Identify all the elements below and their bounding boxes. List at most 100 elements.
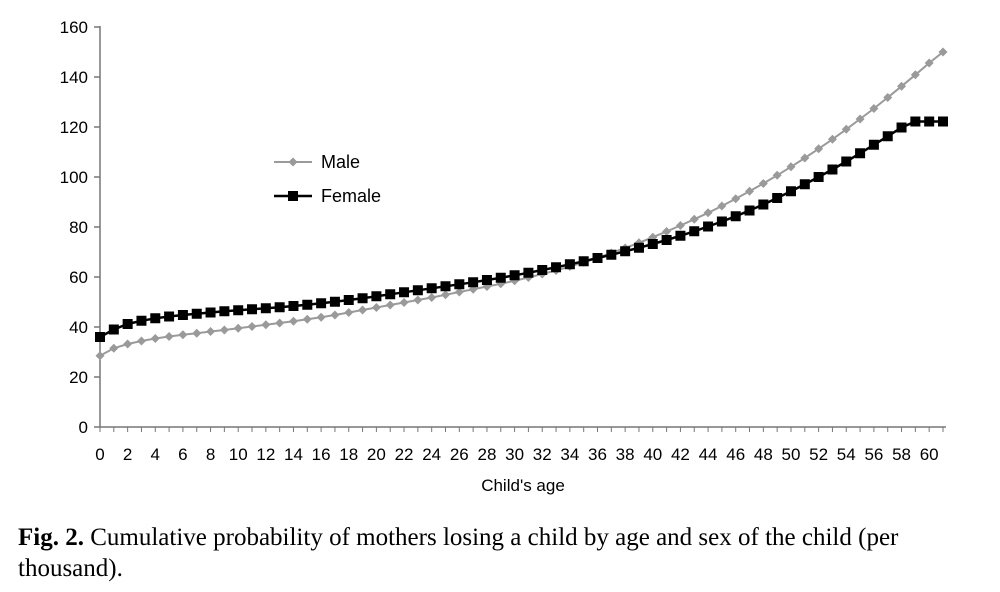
male-data-point xyxy=(192,328,202,338)
male-data-point xyxy=(869,104,879,113)
male-data-point xyxy=(897,81,907,91)
male-data-point xyxy=(413,295,423,305)
male-data-point xyxy=(233,323,243,333)
female-data-point xyxy=(371,291,382,302)
female-data-point xyxy=(191,308,202,319)
male-data-point xyxy=(883,93,893,102)
legend-male-label: Male xyxy=(321,152,360,172)
female-data-point xyxy=(468,277,479,288)
female-data-point xyxy=(716,216,727,227)
male-data-point xyxy=(924,58,934,68)
female-data-point xyxy=(896,122,907,133)
female-data-point xyxy=(744,205,755,216)
female-data-point xyxy=(813,172,824,182)
male-data-point xyxy=(440,290,450,300)
x-tick-label: 58 xyxy=(892,445,911,464)
female-data-point xyxy=(938,116,948,127)
female-data-point xyxy=(233,305,244,316)
male-data-point xyxy=(717,201,727,211)
male-data-point xyxy=(344,308,354,317)
female-data-point xyxy=(164,311,175,322)
female-data-point xyxy=(440,281,451,292)
female-data-point xyxy=(620,246,631,257)
female-data-point xyxy=(108,324,119,335)
female-data-point xyxy=(523,267,534,278)
caption-label: Fig. 2. xyxy=(18,524,84,551)
male-data-point xyxy=(178,330,188,340)
female-data-point xyxy=(343,295,354,305)
y-axis-ticks: 0 20 40 60 80 100 120 140 160 xyxy=(60,18,100,437)
male-data-point xyxy=(95,351,105,361)
x-tick-label: 0 xyxy=(95,445,104,464)
x-tick-label: 24 xyxy=(422,445,441,464)
x-tick-label: 8 xyxy=(206,445,215,464)
female-data-point xyxy=(481,275,492,285)
male-data-point xyxy=(758,179,768,188)
female-data-point xyxy=(509,270,520,281)
male-data-point xyxy=(454,287,464,297)
male-data-point xyxy=(330,310,340,320)
female-data-point xyxy=(316,298,327,309)
x-tick-label: 42 xyxy=(671,445,690,464)
female-data-point xyxy=(730,211,741,222)
y-tick-label: 120 xyxy=(60,118,88,137)
female-data-point xyxy=(205,307,216,318)
female-data-point xyxy=(799,179,810,190)
male-data-point xyxy=(800,153,810,163)
y-tick-label: 100 xyxy=(60,168,88,187)
male-data-point xyxy=(910,70,920,80)
legend-female-label: Female xyxy=(321,186,381,206)
x-tick-label: 60 xyxy=(920,445,939,464)
x-axis-ticks: 0 2 4 6 8 10 12 14 16 18 20 22 24 26 28 30 32 34 36 38 40 42 4… xyxy=(95,427,944,464)
female-data-point xyxy=(841,156,852,167)
male-data-point xyxy=(302,314,312,324)
female-data-point xyxy=(260,303,271,314)
female-data-point xyxy=(399,287,410,298)
female-data-point xyxy=(647,239,658,249)
female-data-point xyxy=(606,249,617,260)
male-data-point xyxy=(841,124,851,134)
x-tick-label: 20 xyxy=(367,445,386,464)
female-data-point xyxy=(882,131,893,142)
female-data-point xyxy=(703,221,714,232)
y-tick-label: 20 xyxy=(69,368,88,387)
female-data-point xyxy=(274,302,285,313)
female-data-point xyxy=(288,301,299,311)
male-data-point xyxy=(703,208,713,218)
y-tick-label: 160 xyxy=(60,18,88,37)
male-data-point xyxy=(219,325,229,335)
female-data-point xyxy=(122,319,133,329)
female-data-point xyxy=(689,226,700,237)
male-data-point xyxy=(855,114,865,124)
legend: Male Female xyxy=(274,152,381,206)
male-data-point xyxy=(150,334,160,343)
male-data-point xyxy=(772,170,782,180)
female-data-point xyxy=(537,265,548,275)
female-data-point xyxy=(219,306,230,317)
female-data-point xyxy=(827,164,838,175)
female-data-point xyxy=(426,283,437,294)
x-tick-label: 28 xyxy=(477,445,496,464)
female-data-point xyxy=(357,293,368,304)
male-data-point xyxy=(689,214,699,224)
male-data-point xyxy=(814,144,824,154)
x-tick-label: 32 xyxy=(533,445,552,464)
female-data-point xyxy=(495,272,506,283)
series-layer xyxy=(95,47,948,361)
x-axis-title: Child's age xyxy=(481,476,565,495)
female-data-point xyxy=(329,296,340,307)
female-data-point xyxy=(910,116,921,127)
y-tick-label: 0 xyxy=(79,418,88,437)
x-tick-label: 4 xyxy=(151,445,160,464)
x-tick-label: 16 xyxy=(312,445,331,464)
x-tick-label: 56 xyxy=(864,445,883,464)
y-tick-label: 60 xyxy=(69,268,88,287)
x-tick-label: 46 xyxy=(726,445,745,464)
x-tick-label: 50 xyxy=(782,445,801,464)
female-data-point xyxy=(855,148,866,159)
legend-item-female: Female xyxy=(274,186,381,206)
male-data-point xyxy=(275,318,285,328)
female-data-point xyxy=(385,289,396,300)
x-tick-label: 6 xyxy=(178,445,187,464)
male-data-point xyxy=(399,298,409,307)
